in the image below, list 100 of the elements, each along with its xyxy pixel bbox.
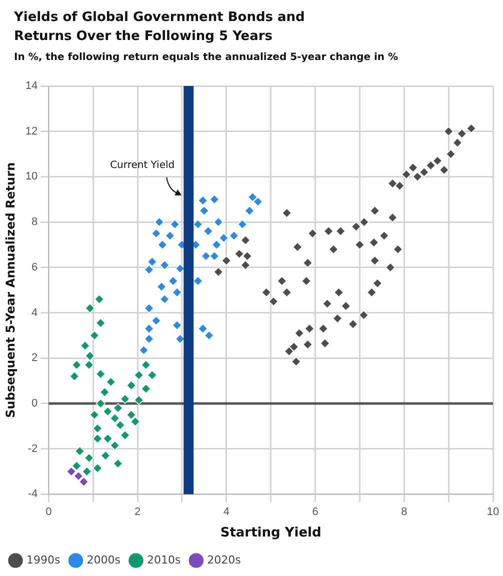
point [84,360,94,370]
point [244,206,254,216]
point [134,395,144,405]
point [175,264,186,274]
point [144,324,154,334]
point [74,471,84,481]
point [370,256,380,266]
y-tick-label: 10 [25,170,38,183]
point [203,226,214,236]
point [66,466,76,476]
point [74,446,85,456]
point [282,287,292,298]
point [366,287,377,298]
y-tick-label: 2 [32,352,38,364]
point [144,303,154,314]
point [234,248,244,259]
point [324,226,334,236]
point [199,206,210,216]
point [126,380,136,390]
point [240,235,250,246]
point [141,384,151,394]
y-axis-title: Subsequent 5-Year Annualized Return [3,162,18,418]
point [172,287,182,298]
point [193,219,203,230]
point [268,296,278,306]
point [218,233,229,243]
x-tick-label: 2 [134,506,141,518]
legend-label: 2000s [86,553,121,566]
point [110,440,120,450]
point [379,230,390,241]
point [94,294,104,304]
x-tick-label: 0 [46,506,52,518]
point [102,406,113,416]
point [446,149,456,159]
point [165,230,175,241]
point [193,276,203,286]
point [302,340,313,350]
y-tick-label: -4 [28,488,38,500]
point [358,310,369,320]
point [96,398,106,408]
point [113,403,123,413]
point [432,156,442,166]
point [113,458,123,468]
point [151,316,162,326]
point [385,262,396,272]
x-tick-label: 10 [486,506,500,518]
point [393,244,403,254]
y-tick-label: 14 [25,80,38,92]
point [388,178,398,188]
point [304,324,314,334]
point [209,194,220,204]
point [157,240,168,250]
point [369,238,379,248]
point [115,420,126,430]
point [160,294,170,304]
point [120,394,130,404]
point [209,251,220,261]
point [359,217,370,227]
point [82,466,92,476]
point [388,212,398,222]
point [229,230,239,241]
point [394,180,405,191]
point [160,260,170,270]
point [253,196,263,207]
point [90,330,100,340]
point [198,324,208,334]
point [96,318,106,328]
y-tick-label: 4 [32,306,38,319]
point [96,369,106,379]
point [332,314,342,324]
chart-subtitle: In %, the following return equals the annualized 5-year change in % [14,52,398,63]
point [72,460,82,471]
y-tick-label: -2 [28,442,38,455]
point [175,334,186,344]
point [320,338,330,348]
point [92,424,102,434]
point [292,242,302,252]
chart-title: Yields of Global Government Bonds and Returns Over the Following 5 Years [14,9,306,46]
point [201,251,211,261]
point [141,360,151,370]
point [237,219,248,230]
point [426,160,436,170]
point [80,340,90,351]
point [154,217,164,227]
point [100,450,110,461]
point [156,282,166,292]
point [92,463,102,474]
point [419,167,430,178]
y-tick-label: 8 [32,216,38,228]
point [456,128,467,139]
point [130,416,140,427]
point [100,387,110,398]
point [147,370,158,380]
point [294,328,304,338]
point [204,330,214,340]
point [110,413,120,424]
point [70,371,80,382]
point [144,264,154,275]
point [151,228,162,238]
point [322,298,332,309]
